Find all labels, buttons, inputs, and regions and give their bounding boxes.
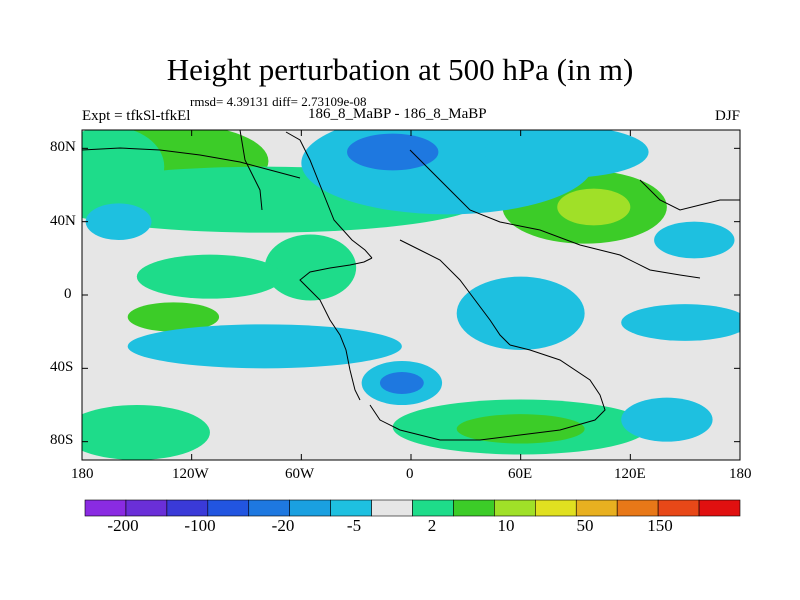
colorbar-label-150: 150 [647,516,673,535]
stats-text: rmsd= 4.39131 diff= 2.73109e-08 [190,94,367,109]
colorbar-label-10: 10 [497,516,515,535]
contour-blob-14 [456,276,585,351]
lon-label-180w: 180 [71,466,94,482]
contour-blob-12 [127,302,220,332]
colorbar-swatch-12 [575,499,618,517]
colorbar-swatch-2 [166,499,209,517]
contour-blob-18 [456,414,585,444]
season-label: DJF [714,108,740,124]
colorbar [84,499,741,517]
contour-blob-21 [621,397,713,442]
colorbar-swatch-1 [125,499,168,517]
contour-fills [82,130,740,460]
contour-blob-8 [654,221,735,259]
colorbar-label-50: 50 [576,516,594,535]
contour-blob-13 [127,324,402,369]
axis-ticks [81,130,741,460]
contour-blob-20 [379,372,424,394]
lat-label-0: 0 [64,286,72,302]
colorbar-label-m200: -200 [107,516,139,535]
lat-label-80n: 80N [50,139,76,155]
chart-title: Height perturbation at 500 hPa (in m) [166,52,634,87]
colorbar-label-2: 2 [427,516,437,535]
case-label: 186_8_MaBP - 186_8_MaBP [308,106,487,122]
colorbar-label-m20: -20 [271,516,295,535]
contour-blob-9 [85,203,152,241]
colorbar-swatch-5 [289,499,331,517]
colorbar-swatch-13 [616,499,659,517]
colorbar-swatch-3 [207,499,250,517]
colorbar-swatch-10 [494,499,536,517]
contour-blob-4 [557,188,631,226]
lat-label-80s: 80S [50,432,74,448]
lon-label-0: 0 [406,466,414,482]
experiment-label: Expt = tfkSl-tfkEl [82,108,191,124]
contour-blob-6 [484,130,649,178]
contour-blob-7 [347,133,439,171]
colorbar-label-m100: -100 [184,516,216,535]
colorbar-swatch-11 [535,499,577,517]
colorbar-swatch-14 [657,499,700,517]
colorbar-label-m5: -5 [346,516,362,535]
contour-blob-11 [136,254,284,299]
colorbar-swatch-7 [371,499,413,517]
colorbar-swatch-0 [84,499,127,517]
contour-blob-16 [82,405,210,460]
colorbar-swatch-4 [248,499,290,517]
lon-label-60e: 60E [508,466,533,482]
lat-label-40n: 40N [50,213,76,229]
lon-label-180e: 180 [729,466,752,482]
lat-label-40s: 40S [50,359,74,375]
coastline [82,130,740,441]
contour-blob-10 [264,234,357,301]
colorbar-swatch-9 [453,499,495,517]
lon-label-120w: 120W [172,466,209,482]
contour-blob-15 [621,304,740,341]
colorbar-swatch-6 [330,499,372,517]
lon-label-120e: 120E [614,466,646,482]
colorbar-swatch-15 [698,499,741,517]
colorbar-swatch-8 [412,499,454,517]
lon-label-60w: 60W [285,466,315,482]
